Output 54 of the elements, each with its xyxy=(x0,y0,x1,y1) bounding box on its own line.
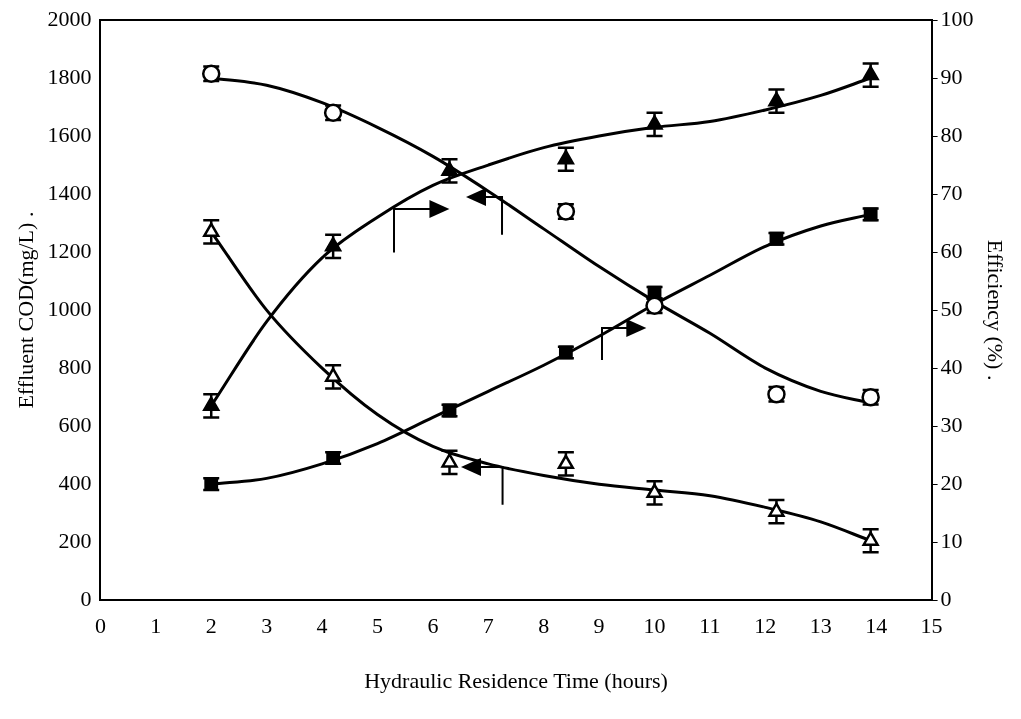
y-tick-label: 400 xyxy=(58,469,92,495)
point xyxy=(324,367,342,383)
x-tick-label: 5 xyxy=(371,613,383,639)
point xyxy=(862,531,879,546)
y2-tick-label: 90 xyxy=(940,63,963,89)
point xyxy=(441,453,458,468)
y2-tick-label: 30 xyxy=(940,411,963,437)
x-tick-label: 3 xyxy=(261,613,273,639)
x-tick-label: 10 xyxy=(643,613,666,639)
x-tick-label: 1 xyxy=(150,613,162,639)
y-axis-title: Effluent COD(mg/L) . xyxy=(12,211,38,409)
y-tick-label: 800 xyxy=(58,353,92,379)
y-tick-label: 1800 xyxy=(47,63,92,89)
point xyxy=(557,454,575,470)
y-tick-label: 1000 xyxy=(47,295,92,321)
x-tick-label: 8 xyxy=(538,613,550,639)
y-tick-label: 1600 xyxy=(47,121,92,147)
y-tick-label: 1200 xyxy=(47,237,92,263)
point xyxy=(441,161,458,177)
x-tick-label: 11 xyxy=(699,613,721,639)
point xyxy=(646,115,663,130)
point xyxy=(203,222,220,238)
y2-tick-label: 70 xyxy=(940,179,963,205)
x-tick-label: 9 xyxy=(593,613,605,639)
x-tick-label: 15 xyxy=(920,613,943,639)
x-tick-label: 12 xyxy=(754,613,777,639)
y-tick-label: 200 xyxy=(58,527,92,553)
point xyxy=(557,150,575,165)
y-tick-label: 0 xyxy=(80,585,92,611)
x-tick-label: 13 xyxy=(809,613,832,639)
point xyxy=(646,483,663,499)
y2-tick-label: 10 xyxy=(940,527,963,553)
y2-tick-label: 0 xyxy=(940,585,952,611)
x-tick-label: 6 xyxy=(427,613,439,639)
point xyxy=(324,237,342,252)
point xyxy=(768,91,785,107)
point xyxy=(862,65,879,81)
y2-axis-title: Efficiency (%) . xyxy=(983,239,1009,381)
y-tick-label: 2000 xyxy=(47,5,92,31)
y2-tick-label: 60 xyxy=(940,237,963,263)
point xyxy=(768,502,785,517)
x-axis-title: Hydraulic Residence Time (hours) xyxy=(364,667,668,693)
y2-tick-label: 40 xyxy=(940,353,963,379)
y2-tick-label: 80 xyxy=(940,121,963,147)
y-tick-label: 600 xyxy=(58,411,92,437)
x-tick-label: 14 xyxy=(865,613,888,639)
y2-tick-label: 100 xyxy=(940,5,974,31)
y-tick-label: 1400 xyxy=(47,179,92,205)
x-tick-label: 2 xyxy=(205,613,217,639)
x-tick-label: 7 xyxy=(482,613,494,639)
x-tick-label: 4 xyxy=(316,613,328,639)
point xyxy=(203,396,220,412)
y2-tick-label: 50 xyxy=(940,295,963,321)
y2-tick-label: 20 xyxy=(940,469,963,495)
